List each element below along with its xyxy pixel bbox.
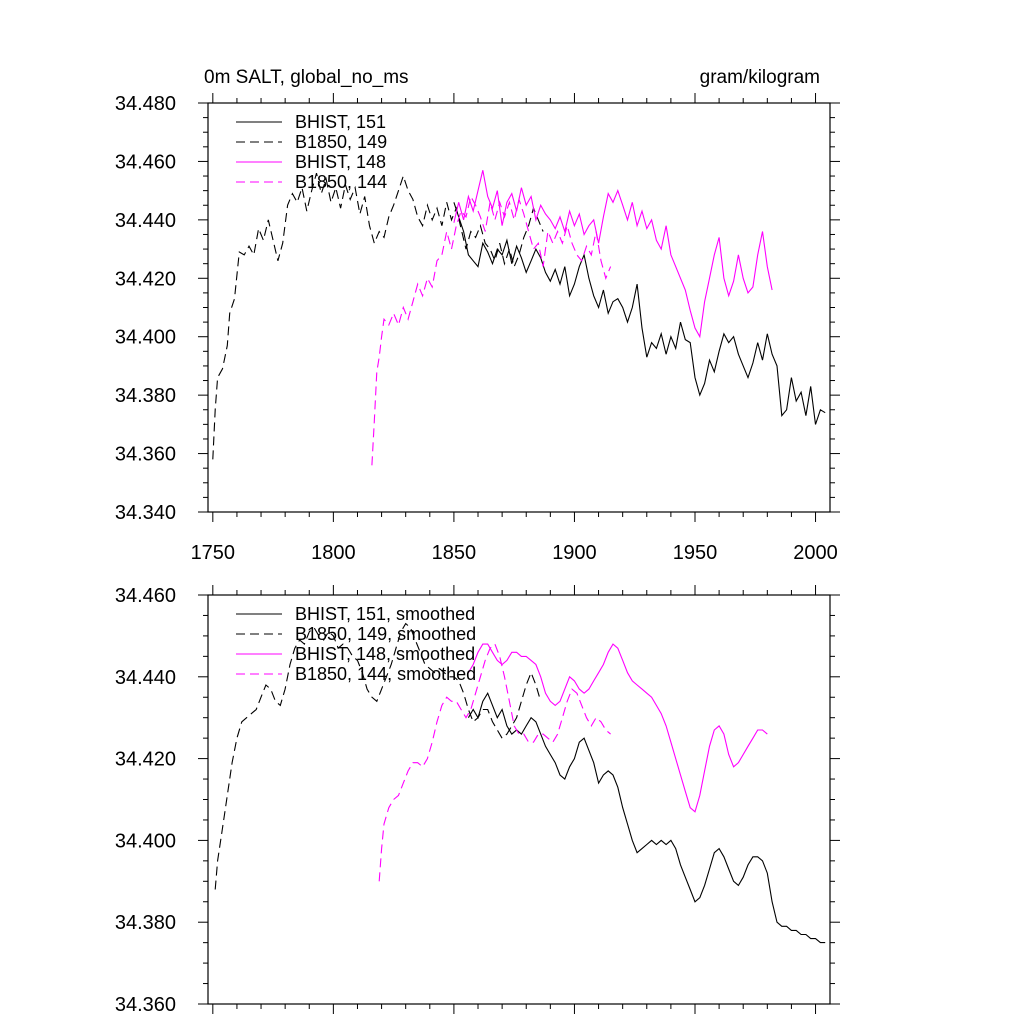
bottom-panel: 34.360 34.380 34.400 34.420 34.440 34.460 BHIS…	[115, 585, 840, 1016]
y-tick-label: 34.480	[115, 93, 176, 115]
y-tick-label: 34.380	[115, 912, 176, 934]
series-line-3	[378, 643, 611, 882]
x-tick-label: 1850	[432, 542, 477, 564]
y-tick-label: 34.440	[115, 210, 176, 232]
x-tick-label: 2000	[793, 542, 838, 564]
y-tick-label: 34.340	[115, 502, 176, 524]
series-line-0	[467, 691, 826, 944]
top-title-right: gram/kilogram	[700, 67, 820, 88]
legend-label: B1850, 144, smoothed	[295, 664, 476, 684]
x-tick-label: 1950	[673, 542, 718, 564]
legend-label: B1850, 149, smoothed	[295, 624, 476, 644]
y-tick-label: 34.400	[115, 830, 176, 852]
y-tick-label: 34.400	[115, 327, 176, 349]
x-tick-label: 1900	[552, 542, 597, 564]
legend-label: B1850, 144	[295, 172, 387, 192]
series-line-3	[371, 194, 612, 466]
series-line-1	[214, 622, 542, 890]
legend-label: BHIST, 151	[295, 112, 386, 132]
top-title-left: 0m SALT, global_no_ms	[204, 67, 409, 88]
y-tick-label: 34.420	[115, 749, 176, 771]
series-line-1	[212, 172, 544, 460]
y-tick-label: 34.360	[115, 444, 176, 466]
y-tick-label: 34.420	[115, 268, 176, 290]
series-line-2	[453, 170, 773, 339]
y-tick-label: 34.460	[115, 585, 176, 607]
series-line-2	[467, 643, 768, 813]
x-tick-label: 1800	[311, 542, 356, 564]
legend-label: B1850, 149	[295, 132, 387, 152]
y-tick-label: 34.380	[115, 385, 176, 407]
legend-label: BHIST, 151, smoothed	[295, 604, 475, 624]
x-tick-label: 1750	[191, 542, 236, 564]
legend-label: BHIST, 148	[295, 152, 386, 172]
y-tick-label: 34.460	[115, 151, 176, 173]
legend-label: BHIST, 148, smoothed	[295, 644, 475, 664]
series-line-0	[453, 202, 826, 425]
y-tick-label: 34.440	[115, 667, 176, 689]
y-tick-label: 34.360	[115, 994, 176, 1016]
top-panel: 1750 1800 1850 1900 1950 2000 34.340 34.360 34.3…	[115, 93, 840, 564]
